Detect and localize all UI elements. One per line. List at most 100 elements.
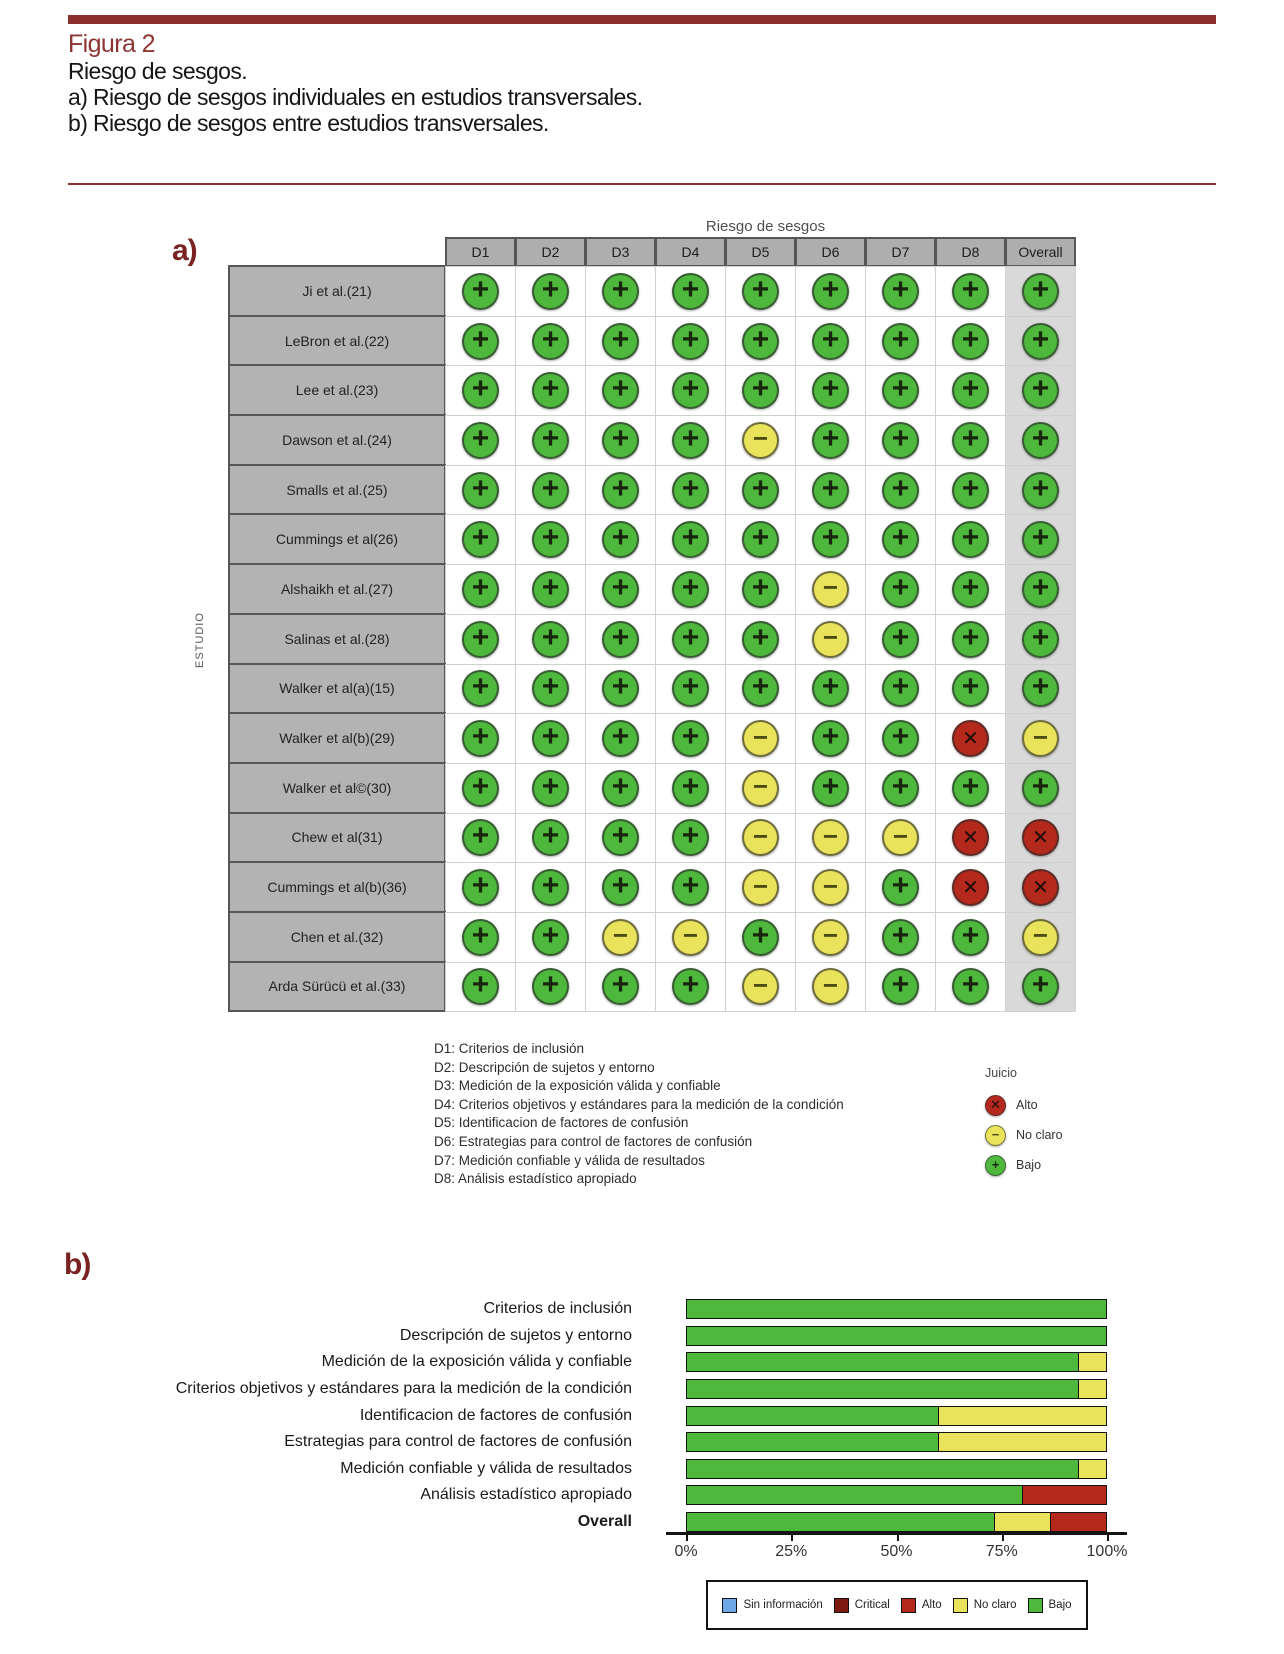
judgment-symbol: + — [751, 620, 770, 654]
judgment-low-risk-icon: + — [602, 521, 639, 559]
judgment-low-risk-icon: + — [952, 968, 989, 1006]
judgment-symbol: + — [611, 372, 630, 406]
judgment-low-risk-icon: + — [462, 322, 499, 360]
judgment-cell: + — [515, 365, 586, 417]
judgment-low-risk-icon: + — [462, 372, 499, 410]
judgment-low-risk-icon: + — [462, 918, 499, 956]
judgment-symbol: + — [541, 272, 560, 306]
judgment-low-risk-icon: + — [952, 620, 989, 658]
table-row: Chew et al(31) + + + + − − − ✕ ✕ — [228, 811, 1076, 864]
judgment-cell: − — [1005, 713, 1076, 764]
judgment-low-risk-icon: + — [602, 322, 639, 360]
judgment-symbol: + — [681, 322, 700, 356]
study-label: Dawson et al.(24) — [228, 414, 446, 466]
judgment-symbol: + — [821, 769, 840, 803]
judgment-cell: + — [445, 266, 516, 317]
judgment-no-claro-icon: − — [985, 1124, 1006, 1146]
judgment-symbol: + — [751, 471, 770, 505]
judgment-low-risk-icon: + — [462, 819, 499, 857]
judgment-cell: + — [655, 315, 726, 367]
judgment-low-risk-icon: + — [462, 769, 499, 807]
judgment-low-risk-icon: + — [602, 471, 639, 509]
judgment-symbol: + — [891, 918, 910, 952]
judgment-symbol: + — [611, 769, 630, 803]
judgment-low-risk-icon: + — [672, 521, 709, 559]
judgment-low-risk-icon: + — [602, 720, 639, 758]
judgment-low-risk-icon: + — [742, 322, 779, 360]
table-row: Walker et al(a)(15) + + + + + + + + + — [228, 662, 1076, 715]
judgment-low-risk-icon: + — [882, 521, 919, 559]
judgment-unclear-icon: − — [812, 968, 849, 1006]
judgment-cell: + — [1005, 315, 1076, 367]
judgment-cell: + — [655, 862, 726, 913]
judgment-low-risk-icon: + — [742, 471, 779, 509]
judgment-cell: + — [445, 514, 516, 566]
judgment-symbol: + — [471, 322, 490, 356]
judgment-low-risk-icon: + — [602, 670, 639, 708]
judgment-low-risk-icon: + — [812, 521, 849, 559]
judgment-cell: − — [795, 613, 866, 665]
table-row: Smalls et al.(25) + + + + + + + + + — [228, 463, 1076, 516]
judgment-cell: + — [725, 464, 796, 516]
top-rule — [68, 15, 1216, 24]
judgment-cell: − — [725, 762, 796, 814]
judgment-cell: + — [445, 663, 516, 715]
table-row: LeBron et al.(22) + + + + + + + + + — [228, 314, 1076, 367]
judgment-low-risk-icon: + — [672, 968, 709, 1006]
definition-line: D1: Criterios de inclusión — [434, 1041, 585, 1056]
judgment-low-risk-icon: + — [952, 769, 989, 807]
bar-category-label: Estrategias para control de factores de … — [284, 1433, 632, 1451]
judgment-symbol: + — [541, 819, 560, 853]
judgment-cell: + — [585, 613, 656, 665]
judgment-symbol: + — [681, 521, 700, 555]
legend-swatch-critical — [833, 1597, 849, 1613]
column-header-cell: D3 — [585, 237, 656, 267]
judgment-cell: + — [655, 613, 726, 665]
legend-swatch-low — [1027, 1597, 1043, 1613]
judgment-symbol: + — [541, 670, 560, 704]
table-row: Ji et al.(21) + + + + + + + + + — [228, 265, 1076, 317]
study-label: Alshaikh et al.(27) — [228, 563, 446, 615]
judgment-cell: + — [865, 613, 936, 665]
table-row: Cummings et al(b)(36) + + + + − − + ✕ ✕ — [228, 861, 1076, 913]
judgment-symbol: + — [961, 272, 980, 306]
judgment-symbol: + — [471, 819, 490, 853]
judgment-symbol: − — [822, 622, 839, 653]
judgment-low-risk-icon: + — [462, 670, 499, 708]
judgment-unclear-icon: − — [812, 570, 849, 608]
judgment-high-risk-icon: ✕ — [952, 869, 989, 907]
judgment-cell: + — [1005, 266, 1076, 317]
judgment-low-risk-icon: + — [462, 720, 499, 758]
judgment-cell: + — [585, 961, 656, 1013]
judgment-low-risk-icon: + — [672, 471, 709, 509]
judgment-cell: + — [1005, 961, 1076, 1013]
judgment-cell: − — [795, 812, 866, 864]
judgment-cell: + — [445, 713, 516, 764]
judgment-cell: + — [865, 514, 936, 566]
axis-tick-label: 50% — [880, 1543, 913, 1560]
judgment-cell: + — [585, 812, 656, 864]
judgment-symbol: + — [961, 670, 980, 704]
table-row: Cummings et al(26) + + + + + + + + + — [228, 513, 1076, 566]
judgment-low-risk-icon: + — [672, 322, 709, 360]
judgment-low-risk-icon: + — [462, 272, 499, 310]
judgment-low-risk-icon: + — [882, 670, 919, 708]
judgment-cell: + — [655, 812, 726, 864]
judgment-symbol: + — [991, 1157, 1000, 1172]
judgment-cell: − — [725, 862, 796, 913]
judgment-low-risk-icon: + — [532, 670, 569, 708]
figure-label: Figura 2 — [68, 30, 156, 58]
judgment-symbol: − — [752, 423, 769, 454]
judgment-low-risk-icon: + — [532, 570, 569, 608]
judgment-cell: + — [725, 266, 796, 317]
bar-row: Medición de la exposición válida y confi… — [60, 1349, 1107, 1376]
judgment-cell: + — [515, 564, 586, 615]
judgment-symbol: + — [541, 570, 560, 604]
column-header-cell: D5 — [725, 237, 796, 267]
axis-tick — [1001, 1535, 1004, 1541]
judgment-cell: + — [585, 762, 656, 814]
judgment-symbol: + — [611, 570, 630, 604]
judgment-symbol: + — [751, 570, 770, 604]
judgment-symbol: + — [681, 769, 700, 803]
judgment-symbol: + — [471, 918, 490, 952]
